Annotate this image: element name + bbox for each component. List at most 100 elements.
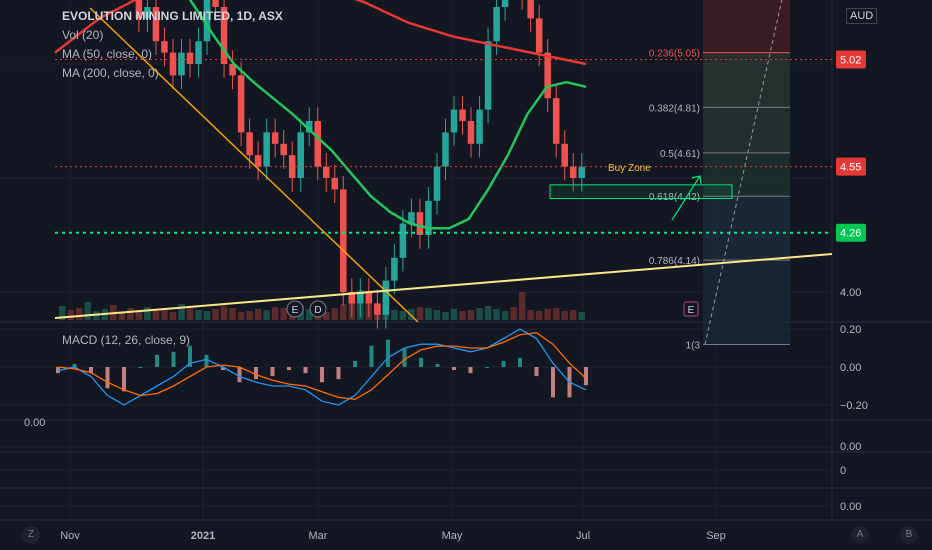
volume-legend[interactable]: Vol (20) [62, 28, 104, 42]
fib-band [703, 0, 790, 53]
volume-bar [527, 310, 534, 320]
macd-histogram-bar [452, 367, 456, 371]
volume-bar [416, 307, 424, 320]
volume-bar [425, 308, 432, 320]
fib-level-label: 0.236(5.05) [649, 49, 700, 60]
volume-bar [391, 310, 398, 320]
volume-bar [552, 308, 560, 320]
macd-histogram-bar [188, 345, 192, 367]
fib-band [703, 152, 790, 197]
symbol-title: EVOLUTION MINING LIMITED, 1D, ASX [62, 9, 283, 23]
volume-bar [127, 308, 134, 320]
volume-bar [178, 304, 185, 320]
downtrend-line [89, 7, 419, 323]
time-axis-tick: Mar [309, 530, 328, 542]
auto-scale-button[interactable]: A [851, 526, 869, 544]
candlesticks [135, 0, 585, 329]
candle-body [476, 109, 483, 144]
candle-body [340, 189, 347, 292]
buy-zone-label: Buy Zone [608, 163, 651, 174]
volume-bar [467, 310, 475, 320]
ma200-legend[interactable]: MA (200, close, 0) [62, 66, 159, 80]
price-label: 5.02 [840, 54, 861, 66]
price-label: 4.26 [840, 228, 861, 240]
candle-body [280, 143, 287, 156]
volume-bar [323, 312, 330, 320]
candle-body [220, 7, 228, 64]
uptrend-line [54, 253, 833, 319]
volume-bar [76, 308, 83, 320]
go-to-date-button[interactable]: Z [22, 526, 40, 544]
axes: 4.005.506.006.505.024.554.260.200.00−0.2… [24, 50, 868, 542]
candle-body [178, 52, 185, 76]
volume-bar [152, 311, 160, 320]
ma50-legend[interactable]: MA (50, close, 0) [62, 47, 153, 61]
volume-bar [84, 302, 92, 320]
currency-label[interactable]: AUD [846, 8, 878, 24]
candle-body [399, 223, 407, 258]
candle-body [288, 155, 296, 178]
volume-bar [212, 309, 219, 320]
fib-trend-line [704, 0, 783, 345]
macd-histogram-bar [303, 367, 308, 374]
volume-bar [203, 311, 211, 320]
macd-histogram-bar [551, 367, 555, 398]
candle-body [152, 7, 160, 42]
grid-lines [0, 0, 832, 520]
macd-histogram-bar [287, 367, 291, 371]
macd-panel [56, 328, 588, 406]
macd-histogram-bar [72, 363, 77, 367]
fib-level-label: 0.382(4.81) [649, 103, 700, 114]
candle-body [161, 41, 168, 53]
earnings-marker-label: E [688, 305, 695, 316]
volume-bar [433, 310, 441, 320]
volume-bar [535, 311, 543, 320]
log-scale-button[interactable]: B [900, 526, 918, 544]
macd-histogram-bar [435, 363, 440, 367]
volume-bar [484, 306, 492, 320]
volume-bar [118, 312, 126, 320]
candle-body [408, 212, 415, 224]
macd-histogram-bar [485, 367, 489, 368]
volume-bar [237, 312, 245, 320]
candle-body [416, 212, 424, 235]
candle-body [544, 52, 551, 99]
candle-body [459, 109, 466, 121]
volume-bar [305, 309, 313, 320]
buy-arrow [671, 175, 701, 221]
volume-bar [442, 312, 449, 320]
macd-legend[interactable]: MACD (12, 26, close, 9) [62, 333, 191, 347]
macd-histogram-bar [270, 367, 275, 377]
volume-bar [254, 309, 262, 320]
volume-bar [476, 308, 483, 320]
candle-body [331, 178, 339, 190]
fib-band [703, 260, 790, 345]
buy-arrow-head [691, 175, 702, 185]
candle-body [357, 292, 364, 304]
candle-body [271, 132, 279, 144]
volume-bar [501, 311, 509, 320]
price-label: 4.55 [840, 162, 861, 174]
candle-body [263, 132, 270, 167]
macd-histogram-bar [138, 367, 143, 368]
volume-bar [67, 310, 75, 320]
fib-band [703, 196, 790, 261]
candle-body [569, 166, 577, 178]
macd-histogram-bar [56, 367, 60, 374]
macd-histogram-bar [320, 367, 324, 383]
volume-bar [144, 307, 151, 320]
fib-level-label: 0.618(4.42) [649, 192, 700, 203]
volume-bar [280, 308, 287, 320]
drawings[interactable]: Buy Zone E D E [54, 7, 833, 323]
macd-histogram-bar [518, 357, 522, 367]
volume-bar [135, 310, 143, 320]
signal-line [57, 332, 587, 400]
fibonacci-retracement[interactable]: 0(5.44)0.236(5.05)0.382(4.81)0.5(4.61)0.… [649, 0, 790, 351]
volume-bar [518, 292, 526, 320]
volume-bar [169, 312, 177, 320]
volume-bar [331, 308, 339, 320]
volume-bar [340, 304, 347, 320]
candle-body [186, 52, 194, 64]
volume-bar [271, 307, 279, 320]
